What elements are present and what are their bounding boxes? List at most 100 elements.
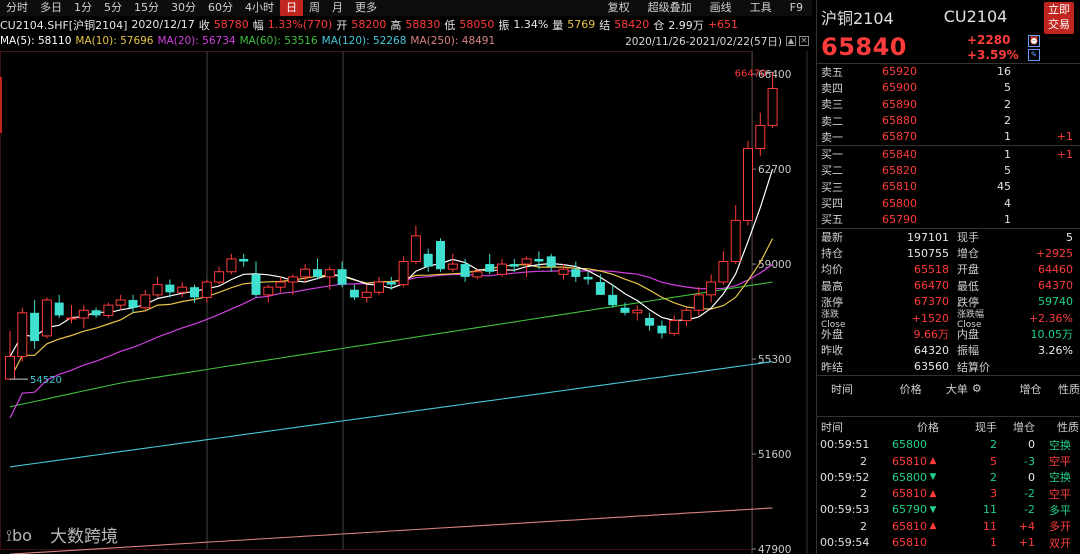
- candle-body: [263, 286, 274, 296]
- candle-body: [115, 299, 126, 306]
- arrow-up-icon: ▲: [929, 488, 937, 499]
- tab-7[interactable]: 4小时: [245, 1, 274, 14]
- tick-time: 2: [860, 519, 867, 533]
- tab-1[interactable]: 多日: [40, 1, 62, 14]
- tool-tab-0[interactable]: 复权: [607, 1, 630, 14]
- stat-value: 67370: [914, 295, 949, 309]
- ask-row[interactable]: 卖五 65920 16: [817, 64, 1080, 80]
- bid-row[interactable]: 买三 65810 45: [817, 179, 1080, 195]
- tool-tab-3[interactable]: 工具: [749, 1, 772, 14]
- tab-8[interactable]: 日: [280, 0, 303, 16]
- bigorder-col-1[interactable]: 价格: [899, 382, 922, 396]
- candle-body: [558, 268, 569, 275]
- tick-price: 65810: [892, 519, 927, 533]
- candle-body: [447, 263, 458, 270]
- candle-body: [91, 310, 101, 316]
- high-value: 58830: [405, 18, 441, 31]
- stat-label: 增仓: [957, 247, 979, 261]
- tab-2[interactable]: 1分: [74, 1, 92, 14]
- kline-chart[interactable]: 66400 62700 59000 55300 51600 47900 66470 54520: [0, 51, 812, 554]
- candle-body: [349, 289, 359, 298]
- ask-row[interactable]: 卖三 65890 2: [817, 97, 1080, 113]
- candle-body: [103, 304, 114, 316]
- kline-svg[interactable]: 66400 62700 59000 55300 51600 47900 66470 54520: [0, 51, 812, 554]
- candle-body: [743, 148, 753, 221]
- candle-body: [410, 235, 421, 262]
- ask-volume: 5: [1004, 81, 1011, 95]
- tick-row: 2 65810 ▲ 11 +4 多开: [817, 518, 1080, 534]
- bigorder-col-3[interactable]: 增仓: [1019, 382, 1042, 396]
- edit-icon[interactable]: ✎: [1028, 49, 1040, 61]
- date-range[interactable]: 2020/11/26-2021/02/22(57日): [625, 35, 782, 48]
- stat-label: 跌停: [957, 295, 979, 309]
- ask-volume: 2: [1004, 97, 1011, 111]
- contract-name: 沪铜2104: [821, 8, 894, 28]
- tool-tab-2[interactable]: 画线: [709, 1, 732, 14]
- tick-row: 00:59:52 65800 ▼ 2 0 空换: [817, 469, 1080, 485]
- ask-row[interactable]: 卖二 65880 2: [817, 113, 1080, 129]
- stat-row: 持仓 150755 增仓 +2925: [817, 245, 1080, 261]
- tab-3[interactable]: 5分: [104, 1, 122, 14]
- stat-row: 外盘 9.66万 内盘 10.05万: [817, 326, 1080, 342]
- ask-volume: 1: [1004, 130, 1011, 144]
- bigorder-col-4[interactable]: 性质: [1058, 382, 1080, 396]
- stat-row: 昨收 64320 振幅 3.26%: [817, 342, 1080, 358]
- tab-6[interactable]: 60分: [208, 1, 233, 14]
- ask-row[interactable]: 卖一 65870 1 +1: [817, 129, 1080, 145]
- alarm-icon[interactable]: ⏰: [1028, 35, 1040, 47]
- candle-body: [201, 281, 212, 298]
- ma250-line: [9, 507, 773, 554]
- tab-10[interactable]: 月: [332, 1, 343, 14]
- tool-tab-1[interactable]: 超级叠加: [647, 1, 692, 14]
- price-box: 65840 +2280 +3.59% ⏰ ✎: [817, 33, 1080, 63]
- trade-now-button[interactable]: 立即交易: [1044, 2, 1074, 34]
- stat-value: 64320: [914, 343, 949, 357]
- stat-label: 涨跌幅Close: [957, 309, 985, 330]
- settings-gear-icon[interactable]: ⚙: [971, 382, 982, 396]
- ask-row[interactable]: 卖四 65900 5: [817, 80, 1080, 96]
- left-marker: [0, 77, 2, 133]
- tab-5[interactable]: 30分: [171, 1, 196, 14]
- candle-body: [226, 258, 237, 273]
- bid-row[interactable]: 买四 65800 4: [817, 195, 1080, 211]
- candle-body: [165, 284, 175, 293]
- tab-4[interactable]: 15分: [134, 1, 159, 14]
- collapse-icon[interactable]: ▲: [786, 36, 796, 46]
- bigorder-col-2[interactable]: 大单: [945, 382, 968, 396]
- candle-body: [66, 317, 77, 320]
- bid-delta: +1: [1056, 147, 1073, 161]
- stat-label: 最高: [821, 279, 843, 293]
- quote-header: 沪铜2104 CU2104: [817, 0, 1080, 33]
- stats-table: 最新 197101 现手 5 持仓 150755 增仓 +2925 均价 65518 开盘 64460…: [817, 229, 1080, 375]
- bid-row[interactable]: 买二 65820 5: [817, 163, 1080, 179]
- stat-row: 最高 66470 最低 64370: [817, 278, 1080, 294]
- tab-9[interactable]: 周: [309, 1, 320, 14]
- ytick-label: 59000: [758, 259, 791, 271]
- tick-row: 00:59:51 65800 2 0 空换: [817, 437, 1080, 453]
- tab-11[interactable]: 更多: [355, 1, 377, 14]
- quote-icons: ⏰ ✎: [1028, 35, 1040, 61]
- tick-nature: 空平: [1049, 455, 1071, 469]
- tick-col-4: 性质: [1057, 420, 1079, 434]
- bid-row[interactable]: 买五 65790 1: [817, 212, 1080, 228]
- candle-body: [755, 124, 766, 150]
- oi-value: 2.99万: [668, 18, 704, 32]
- bigorder-col-0[interactable]: 时间: [831, 382, 853, 396]
- candle-body: [251, 274, 261, 295]
- settle-label: 结: [599, 18, 611, 32]
- bid-row[interactable]: 买一 65840 1 +1: [817, 146, 1080, 162]
- tick-header: 时间 价格 现手 增仓 性质: [817, 417, 1080, 437]
- tab-0[interactable]: 分时: [6, 1, 28, 14]
- candle-body: [706, 281, 717, 296]
- open-label: 开: [336, 18, 348, 32]
- bid-label: 买五: [821, 213, 843, 227]
- tick-nature: 空换: [1049, 438, 1071, 452]
- close-icon[interactable]: ✕: [799, 36, 809, 46]
- arrow-down-icon: ▼: [929, 472, 937, 483]
- bid-price: 65810: [882, 180, 917, 194]
- tool-tab-4[interactable]: F9: [789, 1, 803, 14]
- candle-body: [546, 256, 556, 267]
- stat-value: 59740: [1038, 295, 1073, 309]
- ask-volume: 2: [1004, 114, 1011, 128]
- candle-body: [313, 269, 322, 277]
